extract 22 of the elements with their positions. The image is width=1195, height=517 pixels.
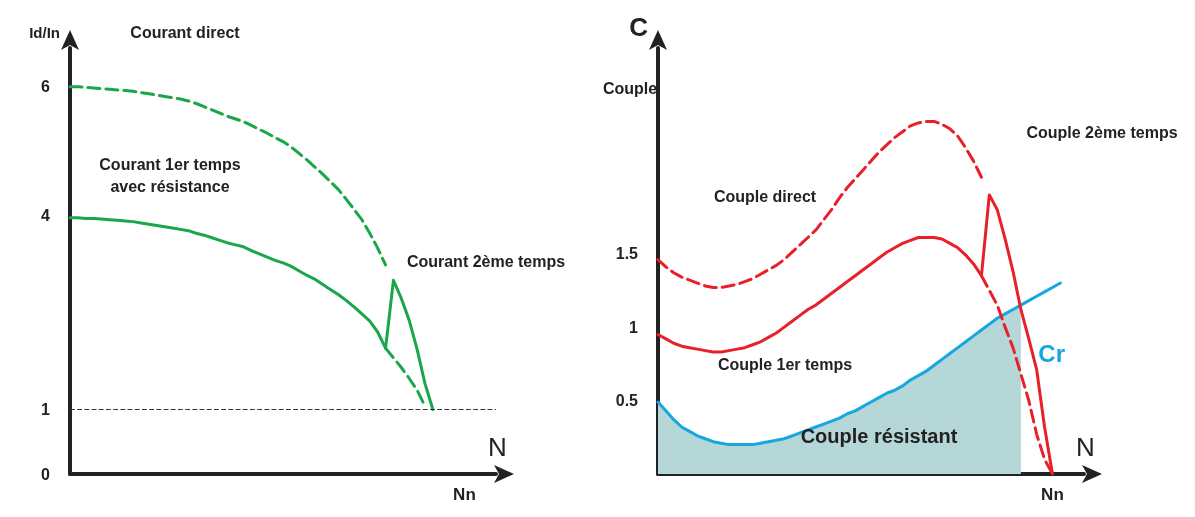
y-tick-label: 1.5 bbox=[615, 245, 639, 263]
y-tick-label: 6 bbox=[41, 78, 51, 96]
y-tick-label: 0 bbox=[41, 465, 51, 483]
x-axis-title: N bbox=[1076, 432, 1095, 462]
text: Couple bbox=[602, 79, 658, 97]
x-tick-label: Nn bbox=[1041, 485, 1064, 504]
text: Courant direct bbox=[130, 23, 241, 41]
annotation: Couple résistant bbox=[800, 425, 958, 447]
annotation: Couple 1er temps bbox=[717, 355, 853, 373]
annotation: Couple 2ème temps bbox=[1026, 123, 1178, 141]
y-tick-label: 1 bbox=[41, 400, 51, 418]
x-axis-title: N bbox=[488, 432, 507, 462]
y-axis-title: Id/In bbox=[29, 24, 60, 41]
y-tick-label: 0.5 bbox=[615, 392, 639, 410]
series-label: Cr bbox=[1038, 339, 1066, 367]
y-axis-title: C bbox=[629, 12, 649, 42]
x-tick-label: Nn bbox=[453, 485, 476, 504]
annotation: Courant 2ème temps bbox=[406, 252, 566, 270]
y-tick-label: 1 bbox=[629, 318, 639, 336]
y-tick-label: 4 bbox=[41, 207, 51, 225]
annotation: Couple direct bbox=[713, 187, 817, 205]
annotation: Courant 1er temps avec résistance bbox=[99, 155, 241, 195]
